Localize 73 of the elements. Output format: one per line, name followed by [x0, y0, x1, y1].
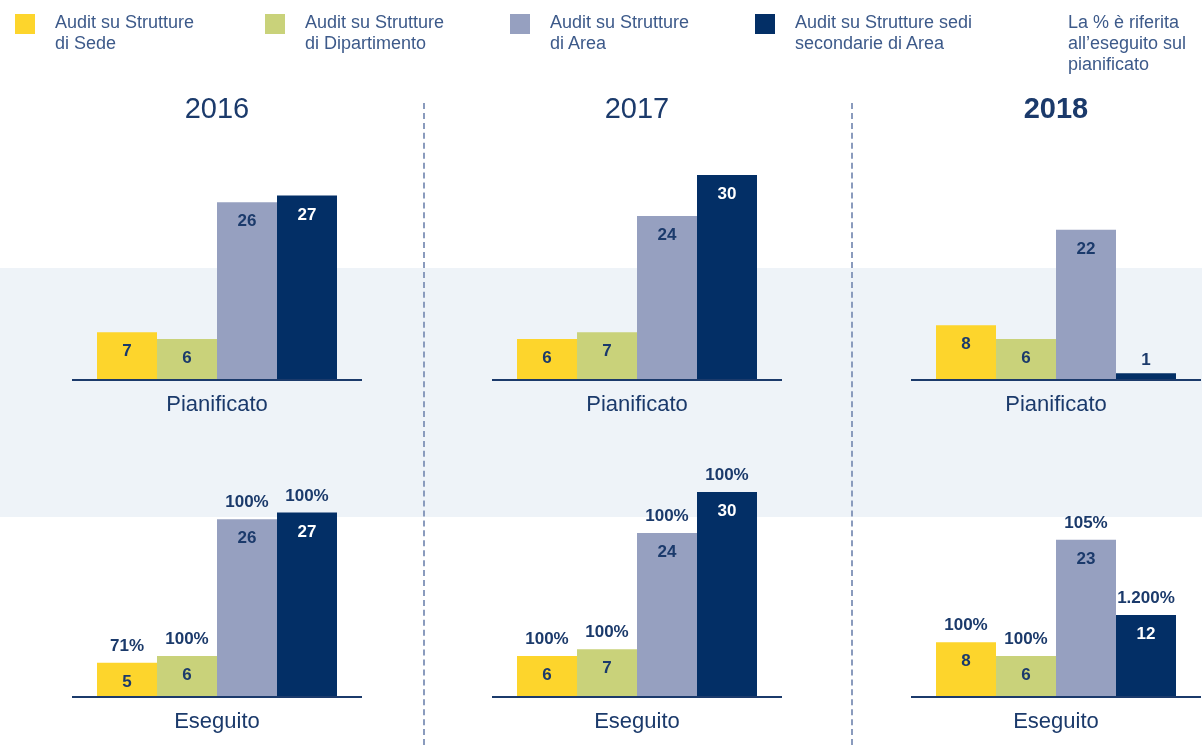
x-axis-title: Eseguito: [593, 708, 681, 734]
x-axis-title: Pianificato: [165, 391, 269, 417]
data-label: 6: [1021, 348, 1031, 367]
data-label: 12: [1136, 624, 1156, 643]
annotation: 100%: [225, 492, 269, 512]
data-label: 30: [717, 501, 737, 520]
bar: [97, 332, 157, 380]
data-label: 6: [542, 665, 552, 684]
annotation: 100%: [165, 629, 209, 648]
legend-label: Audit su Strutture di Sede: [55, 12, 196, 54]
annotation: 100%: [585, 622, 629, 642]
bar: [577, 649, 637, 697]
bar: [1056, 229, 1116, 380]
data-label: 30: [717, 184, 737, 203]
bar: [996, 656, 1056, 697]
legend-label: Audit su Strutture di Area: [550, 12, 691, 54]
data-label: 27: [297, 521, 317, 541]
bar: [517, 339, 577, 380]
data-label: 6: [182, 348, 192, 367]
bar: [97, 662, 157, 697]
legend-label: Audit su Strutture sedi secondarie di Area: [795, 12, 974, 54]
data-label: 6: [182, 665, 192, 684]
bar: [1116, 615, 1176, 697]
data-label: 23: [1076, 548, 1096, 568]
annotation: 100%: [645, 506, 689, 525]
bar: [217, 519, 277, 697]
bar: [936, 325, 996, 380]
data-label: 26: [237, 528, 257, 548]
chart-title: 2017: [603, 92, 671, 125]
text: La % è riferita all’eseguito sul pianificato: [1068, 12, 1188, 75]
bar: [637, 216, 697, 380]
annotation: 71%: [109, 635, 145, 655]
data-label: 8: [961, 651, 971, 671]
legend-label: Audit su Strutture di Dipartimento: [305, 12, 446, 54]
data-label: 1: [1141, 350, 1151, 370]
chart-title: 2016: [183, 92, 251, 125]
bar: [577, 332, 637, 380]
data-label: 26: [237, 211, 257, 231]
data-label: 27: [297, 204, 317, 224]
bar: [157, 339, 217, 380]
x-axis-title: Pianificato: [585, 391, 689, 417]
bar: [936, 642, 996, 697]
data-label: 24: [657, 225, 677, 244]
annotation: 100%: [705, 465, 749, 484]
annotation: 1.200%: [1117, 588, 1175, 607]
x-axis-title: Pianificato: [1004, 391, 1108, 417]
data-label: 7: [602, 658, 612, 678]
bar: [157, 656, 217, 697]
data-label: 22: [1076, 238, 1096, 258]
data-label: 7: [602, 341, 612, 361]
chart-title: 2018: [1022, 92, 1090, 125]
bar: [277, 195, 337, 380]
data-label: 5: [122, 671, 132, 691]
annotation: 100%: [1004, 629, 1048, 648]
data-label: 24: [657, 542, 677, 561]
data-label: 6: [542, 348, 552, 367]
x-axis-title: Eseguito: [1012, 708, 1100, 734]
annotation: 100%: [525, 629, 569, 648]
bar: [217, 202, 277, 380]
bar: [637, 533, 697, 697]
bar: [277, 512, 337, 697]
data-label: 6: [1021, 665, 1031, 684]
bar: [1056, 539, 1116, 697]
bar: [996, 339, 1056, 380]
bar: [517, 656, 577, 697]
x-axis-title: Eseguito: [173, 708, 261, 734]
annotation: 100%: [285, 485, 329, 505]
annotation: 100%: [944, 615, 988, 635]
data-label: 8: [961, 334, 971, 354]
bar: [697, 492, 757, 697]
annotation: 105%: [1064, 512, 1108, 532]
bar: [697, 175, 757, 380]
data-label: 7: [122, 341, 132, 361]
